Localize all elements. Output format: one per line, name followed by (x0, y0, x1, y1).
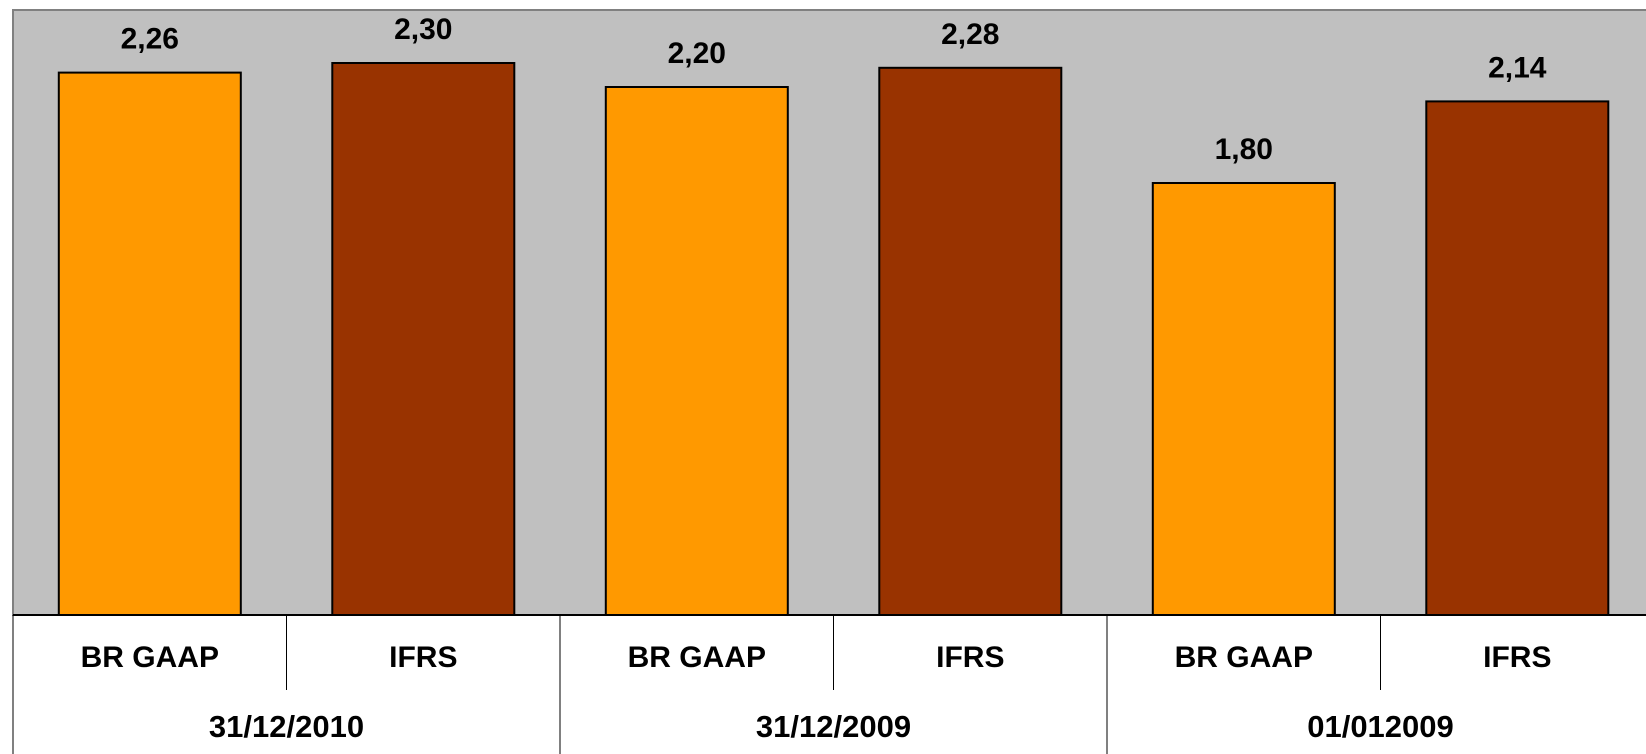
plot-area (12, 9, 1646, 616)
data-label: 2,26 (121, 23, 179, 56)
data-label: 2,30 (394, 13, 452, 46)
bar-br-gaap-2 (604, 86, 789, 616)
category-label: BR GAAP (628, 641, 766, 674)
bar-ifrs-3 (1425, 100, 1610, 616)
data-label: 2,14 (1488, 51, 1547, 84)
data-label: 2,20 (668, 37, 726, 70)
group-label: 31/12/2010 (209, 709, 364, 744)
category-label: IFRS (936, 641, 1004, 674)
category-label: IFRS (389, 641, 457, 674)
bar-ifrs-1 (331, 62, 516, 616)
category-label: IFRS (1483, 641, 1551, 674)
bar-br-gaap-3 (1151, 182, 1336, 616)
data-label: 2,28 (941, 18, 999, 51)
category-label: BR GAAP (1175, 641, 1313, 674)
data-label: 1,80 (1215, 133, 1273, 166)
category-label: BR GAAP (81, 641, 219, 674)
bar-ifrs-2 (878, 66, 1063, 617)
bar-br-gaap-1 (57, 71, 242, 617)
group-label: 01/012009 (1307, 709, 1454, 744)
group-label: 31/12/2009 (756, 709, 911, 744)
